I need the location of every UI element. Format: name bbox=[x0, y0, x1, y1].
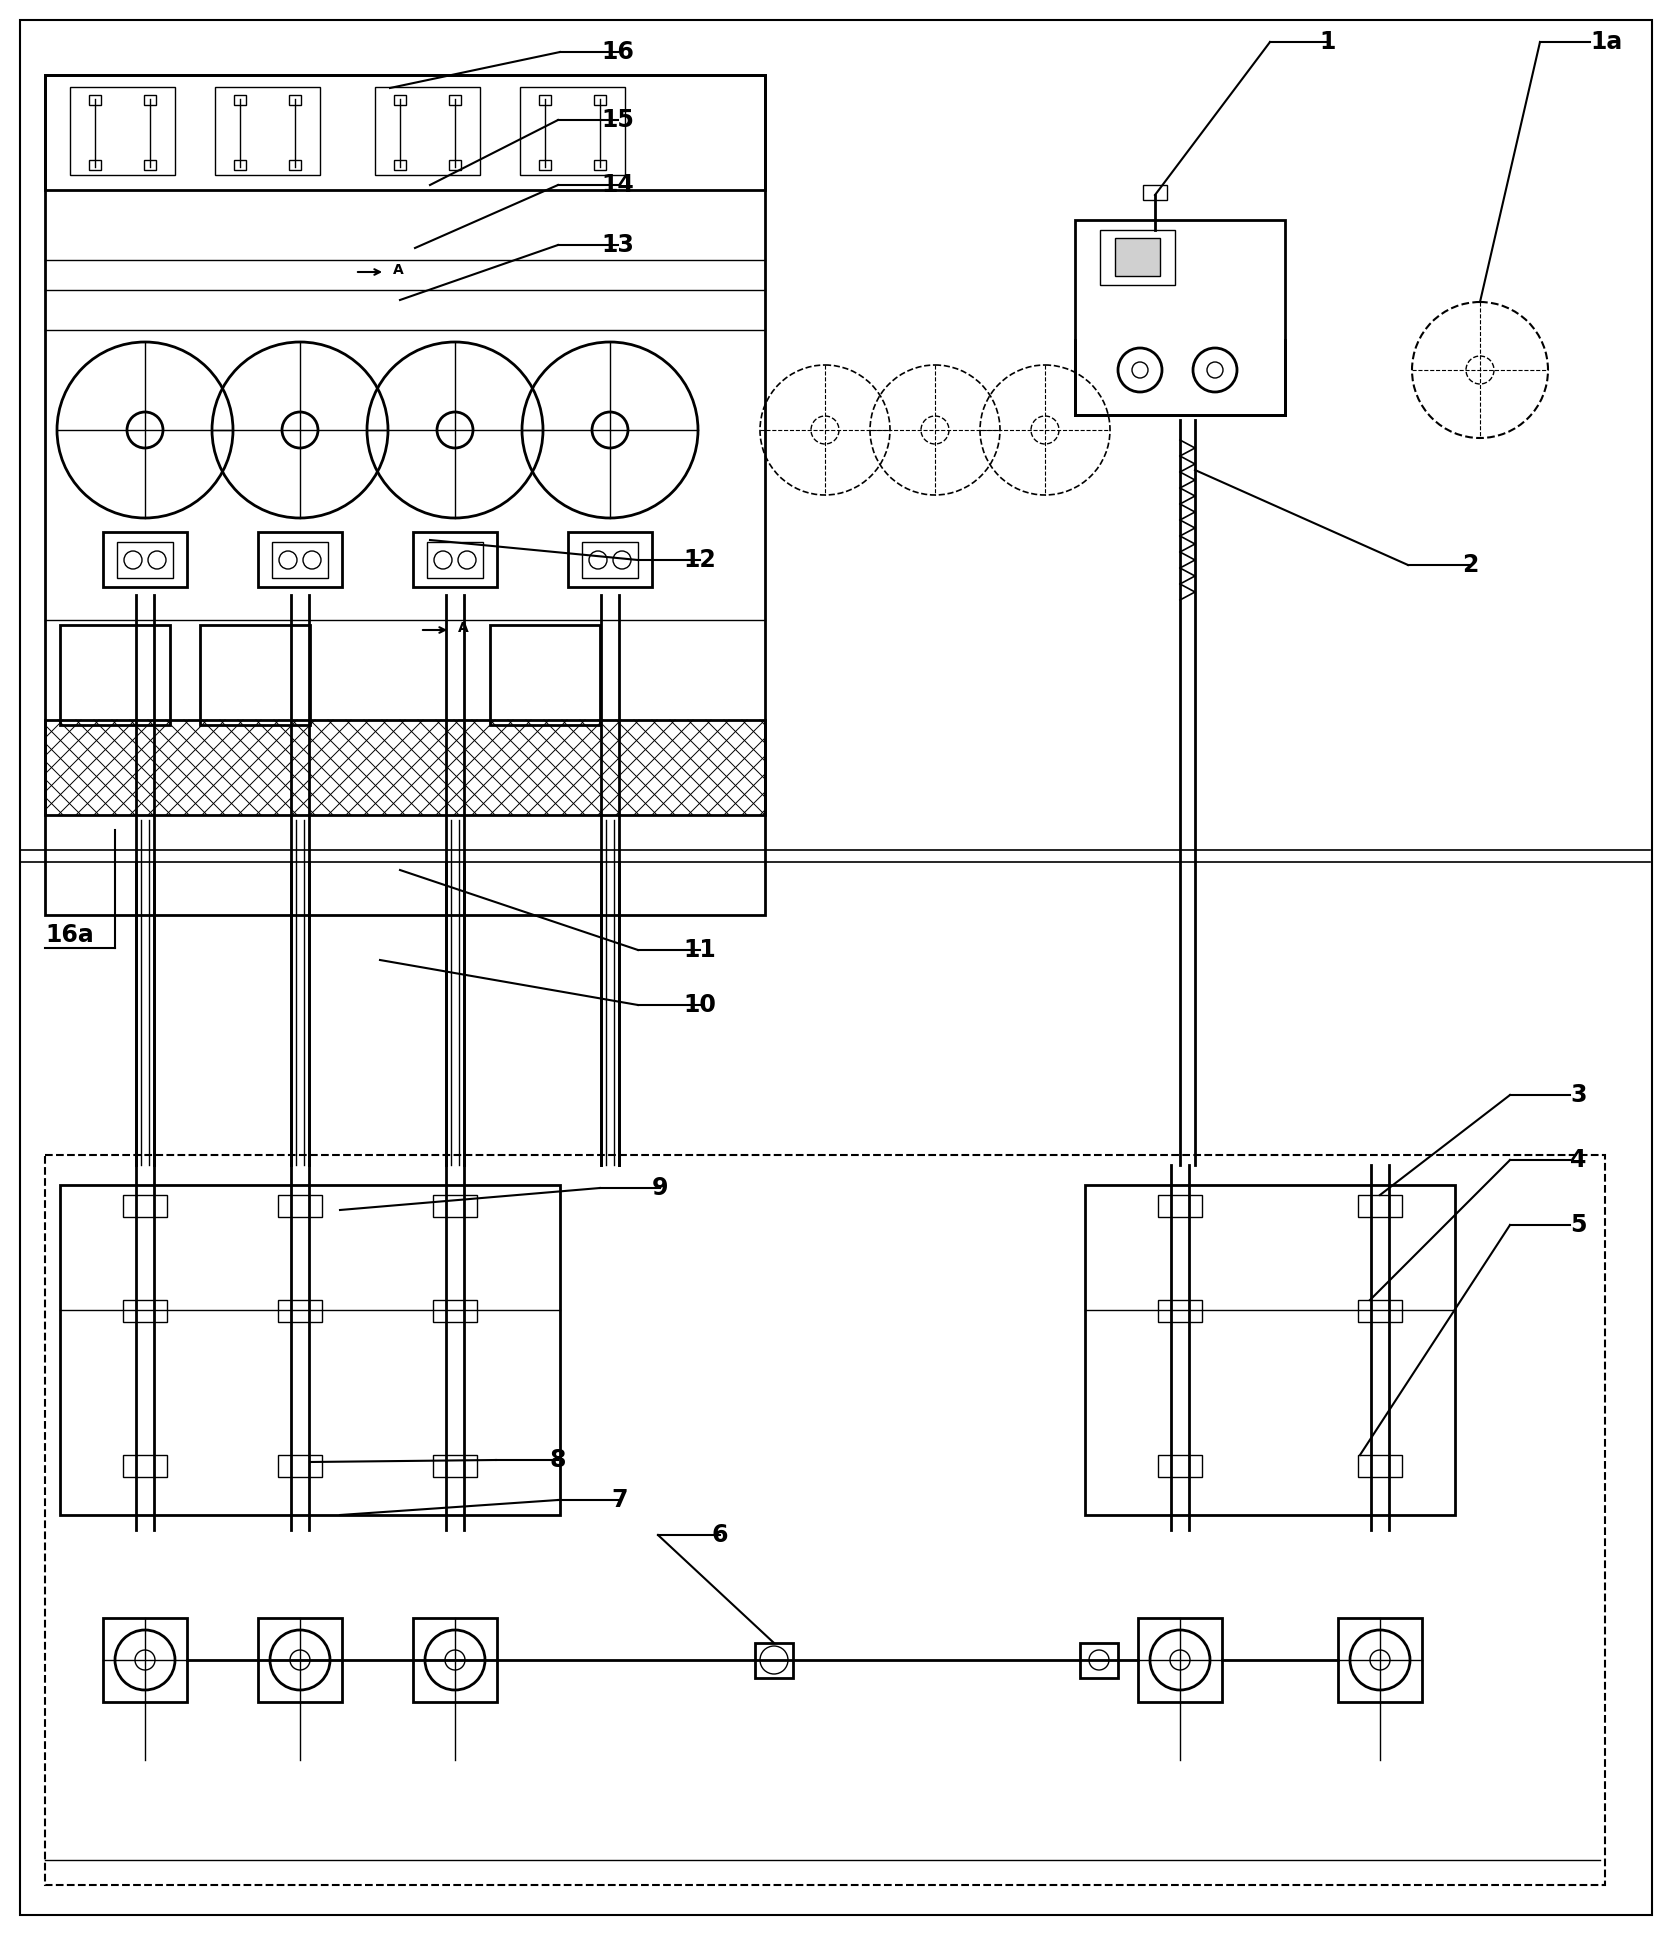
Bar bbox=[1085, 1184, 1455, 1515]
Text: 16: 16 bbox=[602, 41, 634, 64]
Bar bbox=[234, 161, 246, 170]
Bar bbox=[278, 1300, 323, 1322]
Bar bbox=[289, 95, 301, 104]
Text: 8: 8 bbox=[550, 1447, 567, 1473]
Bar bbox=[234, 95, 246, 104]
Bar bbox=[117, 542, 172, 579]
Bar bbox=[1115, 238, 1160, 277]
Bar bbox=[413, 1618, 497, 1703]
Text: 11: 11 bbox=[684, 938, 716, 962]
Bar bbox=[594, 161, 605, 170]
Bar bbox=[1159, 1300, 1202, 1322]
Bar bbox=[124, 1196, 167, 1217]
Bar bbox=[490, 625, 600, 726]
Bar bbox=[124, 1300, 167, 1322]
Bar bbox=[144, 95, 155, 104]
Text: 6: 6 bbox=[712, 1523, 729, 1546]
Text: 2: 2 bbox=[1461, 553, 1478, 577]
Text: 5: 5 bbox=[1570, 1213, 1587, 1236]
Text: 4: 4 bbox=[1570, 1147, 1587, 1173]
Bar bbox=[1358, 1300, 1403, 1322]
Bar bbox=[201, 625, 309, 726]
Bar bbox=[433, 1196, 477, 1217]
Text: 15: 15 bbox=[602, 108, 634, 132]
Bar bbox=[538, 95, 552, 104]
Bar bbox=[520, 87, 625, 174]
Bar bbox=[450, 95, 461, 104]
Bar bbox=[45, 720, 766, 815]
Bar bbox=[375, 87, 480, 174]
Text: 1: 1 bbox=[1319, 31, 1336, 54]
Bar bbox=[450, 161, 461, 170]
Bar bbox=[1100, 230, 1175, 284]
Bar bbox=[278, 1455, 323, 1476]
Bar bbox=[104, 1618, 187, 1703]
Text: 3: 3 bbox=[1570, 1084, 1587, 1107]
Text: 14: 14 bbox=[602, 172, 634, 197]
Bar bbox=[395, 95, 406, 104]
Bar bbox=[70, 87, 176, 174]
Text: 16a: 16a bbox=[45, 923, 94, 946]
Bar bbox=[568, 532, 652, 586]
Text: 10: 10 bbox=[684, 993, 716, 1018]
Bar bbox=[582, 542, 639, 579]
Bar bbox=[257, 532, 343, 586]
Bar bbox=[60, 625, 171, 726]
Bar bbox=[144, 161, 155, 170]
Bar bbox=[216, 87, 319, 174]
Bar bbox=[104, 532, 187, 586]
Bar bbox=[433, 1300, 477, 1322]
Bar bbox=[289, 161, 301, 170]
Text: 7: 7 bbox=[612, 1488, 629, 1511]
Bar bbox=[433, 1455, 477, 1476]
Bar bbox=[1358, 1455, 1403, 1476]
Bar bbox=[594, 95, 605, 104]
Text: 9: 9 bbox=[652, 1176, 669, 1200]
Bar bbox=[45, 1155, 1605, 1885]
Text: 12: 12 bbox=[684, 548, 716, 573]
Text: 13: 13 bbox=[602, 232, 634, 257]
Bar bbox=[426, 542, 483, 579]
Bar bbox=[89, 95, 100, 104]
Bar bbox=[273, 542, 328, 579]
Text: 1a: 1a bbox=[1590, 31, 1622, 54]
Bar bbox=[45, 75, 766, 190]
Bar bbox=[1338, 1618, 1421, 1703]
Bar bbox=[60, 1184, 560, 1515]
Bar bbox=[89, 161, 100, 170]
Bar bbox=[45, 75, 766, 915]
Bar bbox=[1159, 1196, 1202, 1217]
Bar bbox=[1139, 1618, 1222, 1703]
Text: A: A bbox=[458, 621, 468, 635]
Bar bbox=[538, 161, 552, 170]
Bar bbox=[1080, 1643, 1119, 1678]
Bar bbox=[756, 1643, 793, 1678]
Bar bbox=[278, 1196, 323, 1217]
Bar bbox=[413, 532, 497, 586]
Bar bbox=[1075, 221, 1286, 414]
Bar bbox=[1358, 1196, 1403, 1217]
Bar bbox=[1159, 1455, 1202, 1476]
Bar bbox=[124, 1455, 167, 1476]
Bar bbox=[395, 161, 406, 170]
Text: A: A bbox=[393, 263, 403, 277]
Bar bbox=[257, 1618, 343, 1703]
Bar bbox=[1144, 186, 1167, 199]
